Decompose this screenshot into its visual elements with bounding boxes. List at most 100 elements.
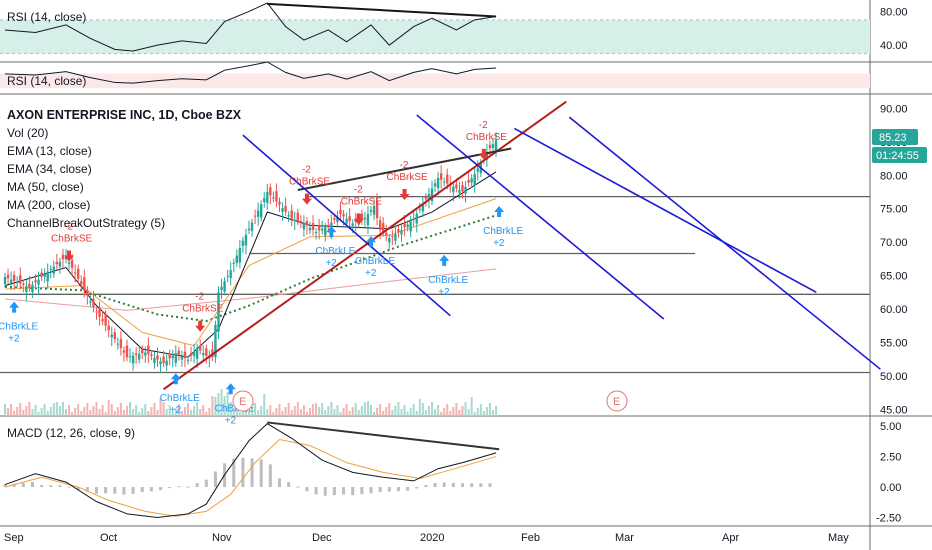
- volume-bar: [336, 405, 339, 416]
- volume-bar: [440, 412, 443, 416]
- volume-bar: [171, 412, 174, 416]
- candle-body: [49, 269, 52, 271]
- macd-histogram-bar: [168, 487, 172, 489]
- earnings-circle-2: [606, 390, 628, 412]
- volume-bar: [22, 410, 25, 416]
- candle-body: [311, 223, 315, 230]
- rsi-panel-2[interactable]: [0, 61, 870, 89]
- volume-bar: [321, 403, 324, 416]
- signal-qty: -2: [64, 222, 73, 233]
- volume-bar: [351, 407, 354, 416]
- candle-body: [269, 187, 272, 196]
- candle-body: [375, 201, 379, 219]
- volume-bar: [248, 411, 250, 416]
- volume-bar: [278, 404, 281, 416]
- time-tick-label: May: [828, 532, 849, 544]
- candle-body: [156, 355, 159, 360]
- volume-bar: [251, 407, 254, 416]
- channel-line-3: [568, 116, 881, 370]
- volume-bar: [461, 406, 464, 416]
- rsi-panel-1[interactable]: [0, 2, 870, 55]
- buy-arrow-icon: [9, 301, 20, 313]
- candle-body: [391, 235, 394, 237]
- candle-body: [336, 216, 339, 223]
- volume-bar: [31, 409, 34, 416]
- volume-bar: [299, 409, 302, 416]
- sell-arrow-icon: [301, 193, 312, 205]
- macd-histogram-bar: [95, 487, 98, 494]
- time-tick-label: Dec: [312, 532, 332, 544]
- volume-bar: [16, 407, 19, 416]
- volume-bar: [293, 406, 296, 416]
- earnings-marker-2[interactable]: E: [606, 390, 628, 412]
- price-tick-label: 45.00: [880, 404, 908, 416]
- candle-body: [436, 177, 440, 188]
- time-tick-label: Oct: [100, 532, 117, 544]
- volume-bar: [223, 396, 226, 416]
- volume-bar: [77, 404, 80, 416]
- volume-bar: [354, 403, 357, 416]
- macd-histogram-bar: [67, 486, 71, 488]
- candle-body: [186, 359, 190, 361]
- candle-body: [266, 191, 269, 203]
- candle-body: [43, 274, 46, 277]
- candle-body: [73, 272, 77, 274]
- price-tick-label: 80.00: [880, 170, 908, 182]
- volume-bar: [232, 409, 235, 416]
- earnings-marker-1[interactable]: E: [232, 390, 254, 412]
- signal-label: ChBrkLE: [160, 393, 200, 404]
- candle-body: [382, 223, 385, 233]
- volume-bar: [370, 405, 372, 416]
- macd-histogram-bar: [424, 485, 428, 488]
- volume-bar: [241, 408, 244, 416]
- macd-histogram-bar: [58, 485, 62, 488]
- price-tick-label: 90.00: [880, 103, 908, 115]
- candle-body: [125, 345, 129, 358]
- macd-histogram-bar: [488, 483, 492, 488]
- candle-body: [147, 345, 150, 355]
- volume-bar: [470, 397, 473, 416]
- macd-panel[interactable]: [3, 421, 500, 518]
- volume-bar: [168, 405, 171, 416]
- price-axis[interactable]: 80.0040.0090.0085.0080.0075.0070.0065.00…: [876, 6, 908, 524]
- time-axis[interactable]: Sep Oct Nov Dec 2020 Feb Mar Apr May: [4, 532, 849, 544]
- macd-histogram-bar: [314, 487, 318, 495]
- volume-bar: [348, 411, 351, 416]
- indicator-legend-item: ChannelBreakOutStrategy (5): [7, 216, 165, 230]
- signal-label: ChBrkLE: [355, 256, 395, 267]
- macd-histogram-bar: [113, 487, 117, 494]
- signal-qty: +2: [438, 287, 450, 298]
- macd-histogram-bar: [305, 487, 309, 492]
- volume-bar: [360, 406, 363, 416]
- volume-bar: [58, 406, 61, 416]
- volume-bar: [226, 392, 229, 416]
- volume-bar: [10, 404, 13, 416]
- volume-bar: [238, 412, 241, 416]
- rsi-2-title: RSI (14, close): [7, 74, 86, 88]
- signal-qty: -2: [479, 120, 488, 131]
- time-tick-label: Apr: [722, 532, 739, 544]
- volume-bar: [366, 401, 369, 416]
- volume-bar: [315, 403, 318, 416]
- candle-body: [415, 213, 418, 224]
- macd-histogram-bar: [451, 482, 455, 488]
- candle-body: [287, 215, 290, 217]
- macd-line: [4, 423, 497, 518]
- volume-bar: [452, 407, 455, 416]
- candle-body: [171, 355, 174, 359]
- candle-body: [22, 283, 25, 285]
- candle-body: [293, 219, 296, 222]
- candle-body: [70, 260, 74, 268]
- candle-body: [205, 348, 208, 356]
- volume-bar: [110, 404, 113, 416]
- macd-divergence-line: [267, 421, 500, 451]
- volume-bar: [28, 402, 31, 416]
- candle-body: [345, 218, 348, 224]
- candle-body: [421, 204, 425, 212]
- signal-label: ChBrkLE: [0, 322, 38, 333]
- macd-tick-label: 0.00: [880, 482, 901, 494]
- macd-histogram-bar: [442, 482, 446, 488]
